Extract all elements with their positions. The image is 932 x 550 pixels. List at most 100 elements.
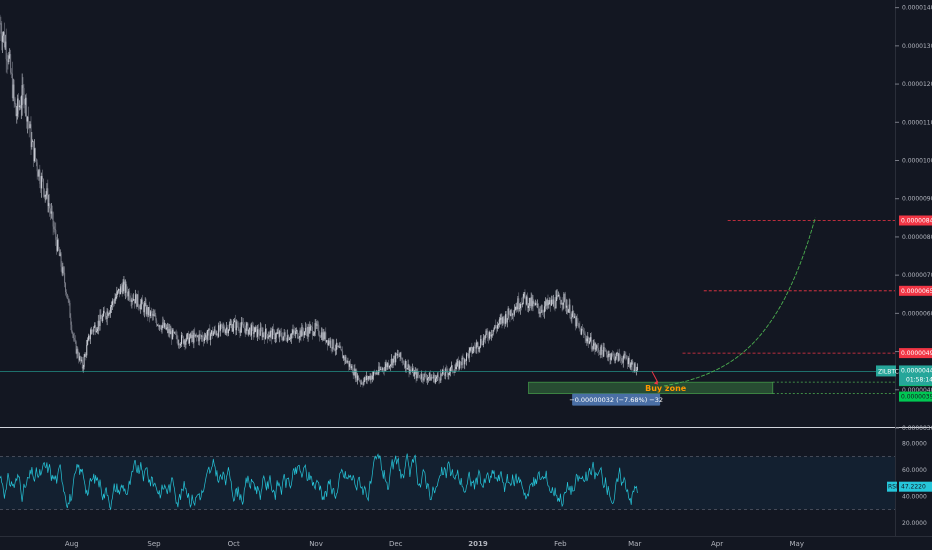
candle[interactable] (170, 331, 172, 335)
candle[interactable] (146, 307, 148, 315)
candle[interactable] (103, 310, 105, 314)
candle[interactable] (126, 292, 128, 297)
candle[interactable] (373, 371, 375, 373)
candle[interactable] (10, 54, 12, 73)
candle[interactable] (308, 326, 310, 334)
candle[interactable] (77, 349, 79, 357)
candle[interactable] (548, 302, 550, 305)
candle[interactable] (256, 326, 258, 337)
candle[interactable] (72, 333, 74, 339)
candle[interactable] (220, 324, 222, 325)
candle[interactable] (526, 296, 528, 305)
candle[interactable] (440, 373, 442, 381)
candle[interactable] (562, 302, 564, 305)
candle[interactable] (570, 317, 572, 319)
candle[interactable] (551, 299, 553, 306)
candle[interactable] (608, 353, 610, 356)
candle[interactable] (434, 374, 436, 383)
candle[interactable] (16, 114, 18, 116)
candle[interactable] (332, 339, 334, 349)
candle[interactable] (465, 359, 467, 361)
candle[interactable] (51, 211, 53, 213)
candle[interactable] (481, 343, 483, 345)
candle[interactable] (115, 297, 117, 300)
candle[interactable] (75, 341, 77, 354)
candle[interactable] (293, 330, 295, 333)
candle[interactable] (585, 338, 587, 342)
candle[interactable] (615, 353, 617, 359)
candle[interactable] (620, 357, 622, 359)
candle[interactable] (56, 239, 58, 251)
candle[interactable] (163, 322, 165, 328)
candle[interactable] (227, 327, 229, 334)
candle[interactable] (175, 334, 177, 335)
candle[interactable] (410, 369, 412, 371)
candle[interactable] (598, 351, 600, 353)
candle[interactable] (510, 309, 512, 317)
candle[interactable] (519, 308, 521, 309)
candle[interactable] (550, 300, 552, 306)
candle[interactable] (211, 330, 213, 335)
candle[interactable] (432, 377, 434, 379)
candle[interactable] (435, 378, 437, 383)
candle[interactable] (211, 330, 213, 336)
candle[interactable] (589, 341, 591, 344)
candle[interactable] (240, 327, 242, 333)
candle[interactable] (81, 359, 83, 369)
candle[interactable] (478, 348, 480, 350)
candle[interactable] (100, 314, 102, 319)
candle[interactable] (223, 326, 225, 331)
candle[interactable] (364, 377, 366, 381)
candle[interactable] (224, 330, 226, 334)
candle[interactable] (313, 332, 315, 335)
candle[interactable] (20, 105, 22, 109)
candle[interactable] (430, 377, 432, 381)
candle[interactable] (281, 332, 283, 338)
candle[interactable] (250, 324, 252, 336)
candle[interactable] (513, 310, 515, 315)
candle[interactable] (226, 327, 228, 330)
candle[interactable] (628, 357, 630, 368)
candle[interactable] (7, 60, 9, 63)
candle[interactable] (337, 346, 339, 348)
candle[interactable] (253, 332, 255, 334)
candle[interactable] (604, 347, 606, 351)
candle[interactable] (95, 331, 97, 333)
candle[interactable] (540, 311, 542, 313)
candle[interactable] (522, 296, 524, 305)
candle[interactable] (621, 361, 623, 363)
candle[interactable] (524, 292, 526, 297)
candle[interactable] (202, 335, 204, 339)
candle[interactable] (425, 374, 427, 378)
candle[interactable] (195, 334, 197, 336)
candle[interactable] (543, 311, 545, 313)
candle[interactable] (413, 372, 415, 377)
candle[interactable] (319, 334, 321, 337)
candle[interactable] (489, 332, 491, 339)
candle[interactable] (546, 299, 548, 306)
candle[interactable] (288, 335, 290, 340)
candle[interactable] (201, 335, 203, 337)
candle[interactable] (34, 148, 36, 162)
candle[interactable] (549, 300, 551, 303)
candle[interactable] (610, 357, 612, 360)
candle[interactable] (339, 346, 341, 348)
candle[interactable] (591, 348, 593, 350)
candle[interactable] (393, 355, 395, 359)
candle[interactable] (594, 343, 596, 350)
candle[interactable] (458, 361, 460, 369)
candle[interactable] (67, 298, 69, 300)
candle[interactable] (324, 332, 326, 340)
candle[interactable] (348, 361, 350, 367)
candle[interactable] (426, 377, 428, 381)
candle[interactable] (458, 361, 460, 369)
candle[interactable] (563, 293, 565, 303)
candle[interactable] (129, 299, 131, 300)
candle[interactable] (14, 98, 16, 105)
candle[interactable] (558, 294, 560, 300)
candle[interactable] (424, 373, 426, 375)
candle[interactable] (564, 293, 566, 298)
candle[interactable] (48, 203, 50, 207)
candle[interactable] (263, 332, 265, 335)
candle[interactable] (0, 23, 2, 34)
